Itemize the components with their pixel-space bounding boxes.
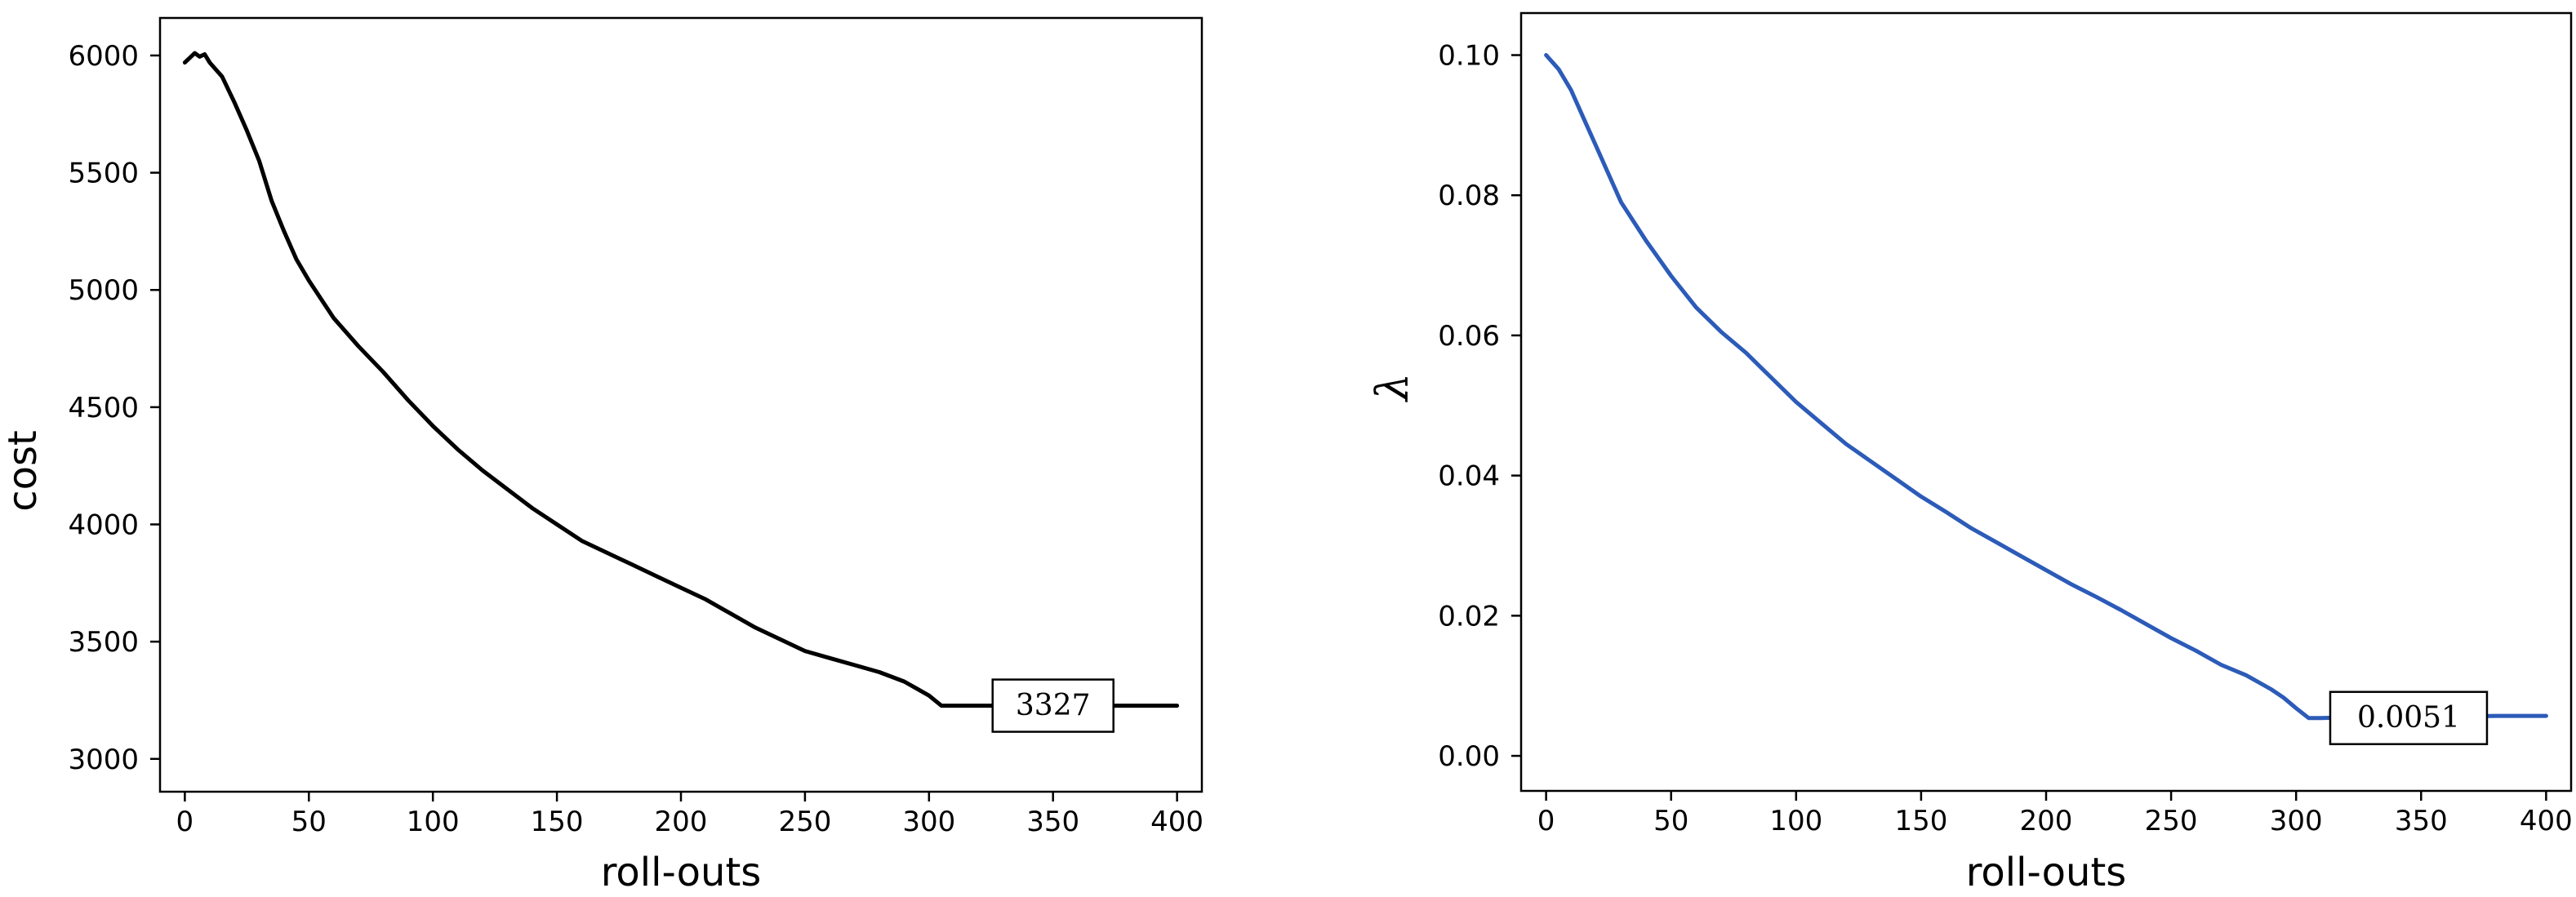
lambda-x-tick-label: 250 [2145,805,2198,837]
cost-x-axis-label: roll-outs [601,850,762,895]
lambda-plot-frame [1519,11,2573,793]
cost-annotation-label: 3327 [1016,689,1091,722]
lambda-y-tick-label: 0.00 [1438,740,1500,773]
lambda-annotation-box [2329,691,2489,745]
cost-annotation-box [991,678,1114,733]
lambda-x-axis-label: roll-outs [1966,850,2127,895]
cost-x-tick-label: 150 [531,806,584,838]
lambda-x-tick-label: 300 [2270,805,2323,837]
cost-annotation: 3327 [991,678,1114,733]
cost-ticks: 0 50 100 150 200 250 300 350 400 3000 3500 4000 4500… [68,40,1203,838]
cost-x-tick-label: 400 [1150,806,1203,838]
lambda-annotation: 0.0051 [2329,691,2489,745]
cost-chart-panel: 0 50 100 150 200 250 300 350 400 3000 3500 4000 4500… [0,16,1203,895]
lambda-x-tick-label: 350 [2395,805,2448,837]
lambda-y-tick-label: 0.02 [1438,600,1500,633]
cost-x-tick-label: 250 [778,806,831,838]
cost-x-tick-label: 50 [291,806,327,838]
lambda-y-axis-label: λ [1367,373,1418,402]
cost-plot-frame [158,16,1203,793]
cost-y-tick-label: 3000 [68,744,139,776]
lambda-series-line [1544,53,2548,721]
cost-y-tick-label: 5000 [68,274,139,307]
lambda-x-tick-label: 400 [2520,805,2573,837]
lambda-x-tick-label: 0 [1537,805,1555,837]
lambda-y-tick-label: 0.06 [1438,320,1500,353]
cost-y-tick-label: 6000 [68,40,139,73]
cost-x-tick-label: 0 [176,806,194,838]
lambda-ticks: 0 50 100 150 200 250 300 350 400 0.00 0.02 0.04 0.06… [1438,40,2573,837]
lambda-x-tick-label: 50 [1653,805,1688,837]
lambda-y-tick-label: 0.10 [1438,40,1500,73]
lambda-x-tick-label: 100 [1769,805,1822,837]
cost-y-axis-label: cost [0,430,46,512]
lambda-x-tick-label: 200 [2020,805,2073,837]
cost-x-tick-label: 100 [407,806,460,838]
cost-y-tick-label: 4500 [68,392,139,424]
cost-x-tick-label: 350 [1026,806,1079,838]
lambda-y-tick-label: 0.08 [1438,180,1500,212]
lambda-x-tick-label: 150 [1894,805,1947,837]
cost-y-tick-label: 5500 [68,158,139,190]
cost-series-line [182,51,1180,708]
lambda-y-tick-label: 0.04 [1438,460,1500,493]
cost-y-tick-label: 3500 [68,626,139,659]
lambda-chart-panel: 0 50 100 150 200 250 300 350 400 0.00 0.02 0.04 0.06… [1367,11,2573,895]
lambda-annotation-label: 0.0051 [2357,701,2460,735]
cost-x-tick-label: 300 [902,806,955,838]
cost-x-tick-label: 200 [655,806,708,838]
cost-y-tick-label: 4000 [68,509,139,542]
